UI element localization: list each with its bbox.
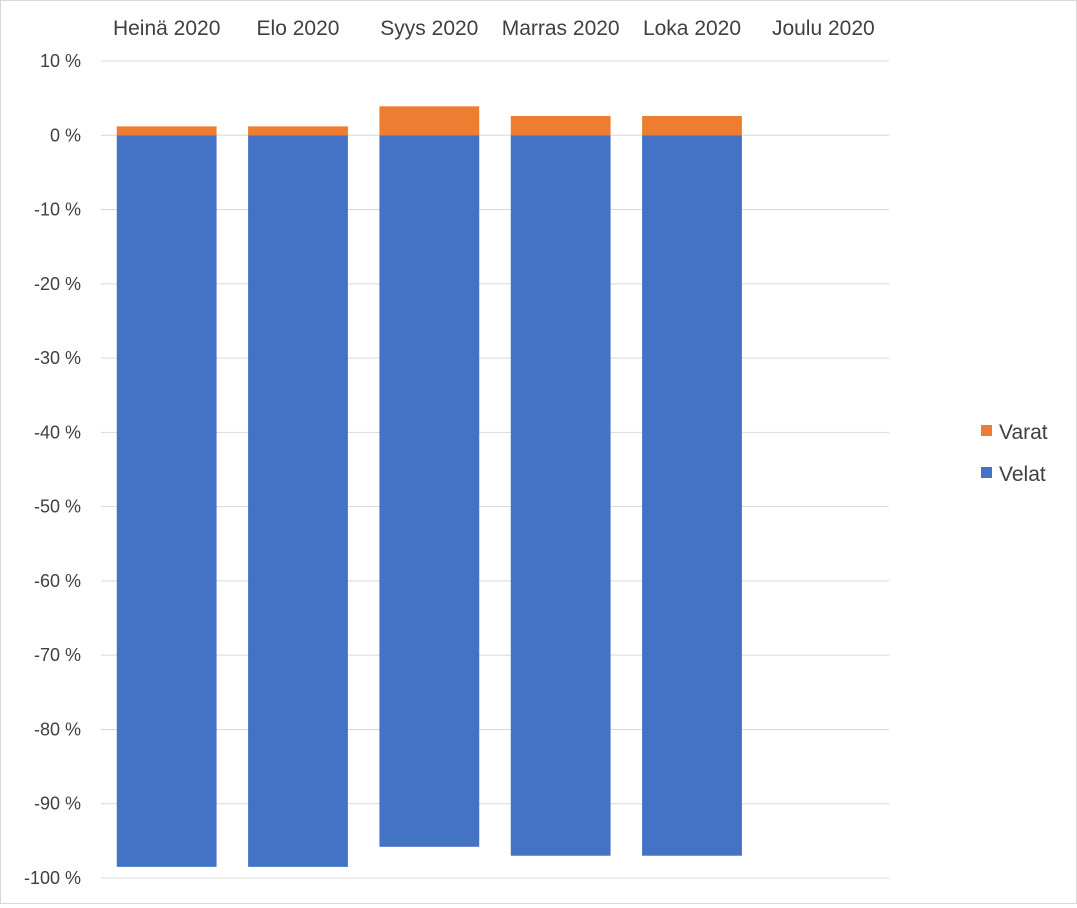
y-axis-tick-labels: 10 % 0 % -10 % -20 % -30 % -40 % -50 % -60 % -70…: [24, 51, 81, 888]
legend-label-varat: Varat: [999, 421, 1048, 444]
y-tick-label: -10 %: [34, 200, 81, 220]
y-tick-label: -90 %: [34, 794, 81, 814]
bar-velat: [248, 135, 348, 867]
bar-varat: [642, 115, 742, 136]
legend-swatch-velat: [981, 467, 992, 478]
bar-velat: [116, 135, 217, 867]
x-tick-label: Loka 2020: [643, 17, 741, 40]
x-axis-category-labels: Heinä 2020 Elo 2020 Syys 2020 Marras 2020 Lo…: [113, 17, 875, 40]
legend-swatch-varat: [981, 425, 992, 436]
y-tick-label: -70 %: [34, 645, 81, 665]
x-tick-label: Elo 2020: [257, 17, 340, 40]
y-tick-label: 10 %: [40, 51, 81, 71]
x-tick-label: Syys 2020: [380, 17, 478, 40]
y-tick-label: -60 %: [34, 571, 81, 591]
y-tick-label: -30 %: [34, 348, 81, 368]
bar-velat: [642, 135, 742, 856]
bars: [116, 106, 742, 867]
gridlines: [101, 60, 889, 879]
y-tick-label: 0 %: [50, 125, 81, 145]
bar-varat: [116, 126, 217, 136]
legend: Varat Velat: [981, 421, 1048, 486]
y-tick-label: -80 %: [34, 719, 81, 739]
legend-label-velat: Velat: [999, 463, 1046, 486]
bar-varat: [510, 115, 611, 136]
y-tick-label: -20 %: [34, 274, 81, 294]
y-tick-label: -50 %: [34, 497, 81, 517]
x-tick-label: Joulu 2020: [772, 17, 875, 40]
y-tick-label: -100 %: [24, 868, 81, 888]
y-tick-label: -40 %: [34, 422, 81, 442]
bar-varat: [379, 106, 480, 136]
bar-velat: [379, 135, 480, 847]
x-tick-label: Heinä 2020: [113, 17, 220, 40]
x-tick-label: Marras 2020: [502, 17, 620, 40]
bar-velat: [510, 135, 611, 856]
bar-varat: [248, 126, 348, 136]
